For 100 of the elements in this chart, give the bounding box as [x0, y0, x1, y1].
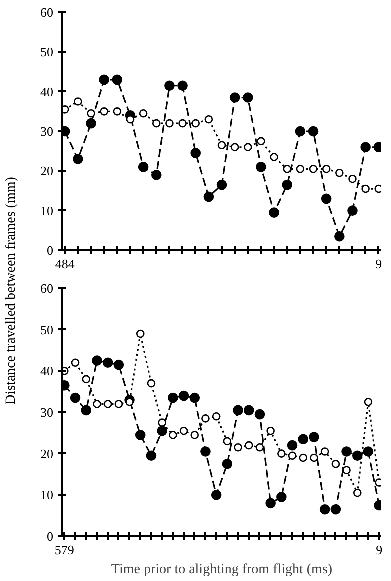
- y-tick-label: 60: [40, 5, 54, 20]
- point: [230, 92, 240, 103]
- point: [114, 360, 124, 370]
- point: [270, 153, 278, 162]
- point: [234, 443, 242, 452]
- point: [364, 398, 373, 406]
- point: [352, 450, 363, 462]
- point: [296, 165, 305, 174]
- point: [288, 452, 297, 460]
- point: [104, 400, 112, 408]
- point: [283, 165, 292, 174]
- point: [222, 459, 233, 470]
- x-tick-label: 9: [376, 256, 382, 272]
- point: [223, 437, 232, 446]
- x-axis-title: Time prior to alighting from flight (ms): [111, 562, 333, 578]
- point: [269, 208, 280, 218]
- y-tick-label: 40: [40, 84, 54, 100]
- point: [308, 126, 319, 137]
- y-tick-label: 60: [40, 281, 54, 296]
- y-tick-label: 50: [40, 44, 54, 60]
- y-tick-label: 40: [40, 364, 54, 379]
- point: [190, 431, 200, 440]
- point: [151, 170, 162, 180]
- point: [330, 504, 342, 515]
- point: [138, 162, 149, 172]
- x-tick-label: 484: [55, 256, 76, 272]
- point: [276, 492, 287, 502]
- point: [332, 460, 340, 468]
- x-tick-label: 9: [376, 542, 383, 558]
- point: [87, 110, 96, 118]
- point: [168, 392, 178, 404]
- y-tick-label: 30: [40, 405, 54, 420]
- point: [204, 115, 214, 124]
- point: [360, 142, 371, 153]
- y-tick-label: 0: [47, 243, 54, 258]
- point: [139, 110, 148, 118]
- x-tick-label: 579: [54, 542, 74, 558]
- point: [212, 412, 221, 421]
- point: [81, 405, 92, 416]
- point: [178, 390, 190, 402]
- point: [348, 206, 358, 216]
- point: [157, 426, 168, 436]
- point: [348, 174, 357, 184]
- y-axis-title: Distance travelled between frames (mm): [4, 176, 19, 405]
- point: [74, 98, 82, 106]
- point: [136, 330, 145, 338]
- y-tick-label: 10: [40, 488, 54, 503]
- point: [100, 108, 108, 116]
- point: [295, 126, 306, 137]
- point: [233, 405, 244, 416]
- point: [342, 446, 352, 457]
- point: [342, 466, 351, 475]
- point: [99, 74, 110, 86]
- point: [126, 398, 134, 406]
- point: [257, 137, 266, 146]
- point: [71, 358, 80, 368]
- point: [309, 165, 318, 174]
- point: [230, 143, 240, 152]
- point: [190, 148, 201, 158]
- point: [309, 432, 320, 442]
- point: [102, 358, 114, 368]
- y-tick-label: 10: [40, 203, 54, 218]
- y-tick-label: 20: [40, 446, 54, 462]
- point: [93, 400, 102, 408]
- point: [244, 441, 254, 450]
- point: [190, 392, 200, 404]
- point: [211, 490, 222, 500]
- point: [298, 434, 309, 445]
- point: [363, 446, 374, 457]
- point: [256, 162, 266, 172]
- point: [147, 379, 156, 388]
- point: [282, 180, 293, 190]
- point: [336, 169, 344, 178]
- point: [287, 440, 298, 451]
- y-tick-label: 50: [40, 322, 54, 338]
- point: [86, 118, 96, 129]
- point: [178, 80, 188, 92]
- point: [164, 80, 175, 92]
- point: [320, 448, 330, 456]
- point: [146, 450, 157, 462]
- point: [158, 418, 166, 427]
- point: [320, 504, 330, 515]
- point: [166, 119, 174, 128]
- point: [200, 446, 211, 457]
- y-tick-label: 0: [47, 529, 54, 544]
- point: [112, 74, 123, 86]
- point: [218, 141, 226, 150]
- point: [256, 443, 264, 452]
- y-tick-label: 30: [40, 124, 54, 139]
- point: [73, 154, 84, 164]
- point: [82, 375, 91, 384]
- point: [178, 119, 187, 128]
- point: [192, 119, 200, 128]
- point: [321, 194, 332, 204]
- point: [244, 405, 254, 416]
- y-tick-label: 20: [40, 164, 54, 179]
- point: [135, 430, 146, 440]
- point: [244, 143, 252, 152]
- point: [362, 184, 370, 194]
- point: [92, 356, 102, 366]
